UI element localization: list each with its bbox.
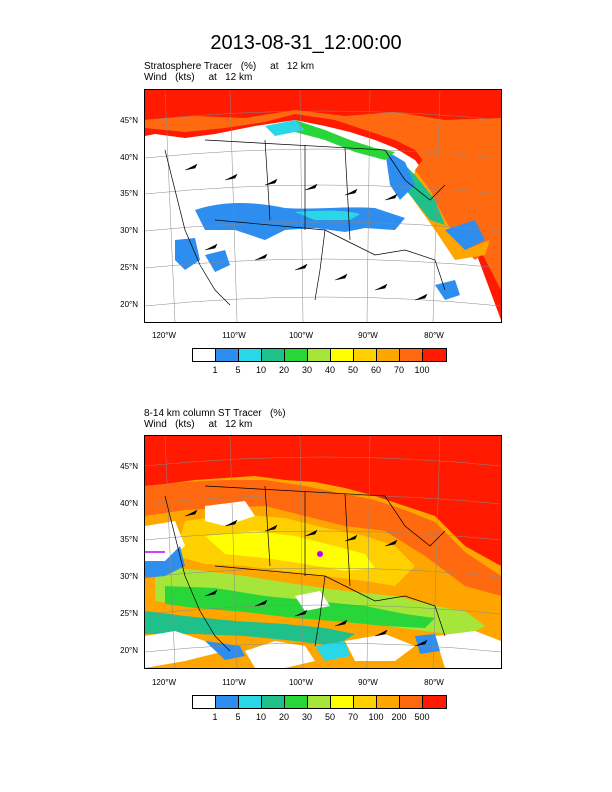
colorbar-tick-label: 5: [235, 712, 241, 722]
colorbar-tick-label: 50: [324, 712, 335, 722]
panel1-map-canvas: [145, 90, 501, 322]
panel1-wind-label: Wind (kts) at 12 km: [144, 72, 253, 83]
panel2-field-label: 8-14 km column ST Tracer (%): [144, 408, 286, 419]
colorbar-tick-label: 20: [278, 365, 289, 375]
colorbar-swatch: [216, 349, 239, 361]
panel2-lat-label: 40°N: [120, 499, 138, 508]
colorbar-swatch: [262, 349, 285, 361]
colorbar-swatch: [262, 696, 285, 708]
panel1-lon-label: 110°W: [222, 331, 246, 340]
colorbar-swatch: [285, 349, 308, 361]
colorbar-tick-label: 5: [235, 365, 241, 375]
panel1-lon-label: 90°W: [358, 331, 378, 340]
colorbar-tick-label: 50: [347, 365, 358, 375]
colorbar-tick-label: 70: [393, 365, 404, 375]
colorbar-swatch: [331, 696, 354, 708]
colorbar-swatch: [400, 696, 423, 708]
colorbar-swatch: [239, 349, 262, 361]
panel2-lat-label: 30°N: [120, 572, 138, 581]
colorbar-swatch: [239, 696, 262, 708]
panel2-map: [144, 435, 502, 669]
colorbar-tick-label: 100: [414, 365, 430, 375]
colorbar-swatch: [285, 696, 308, 708]
panel2-lon-label: 120°W: [151, 678, 177, 687]
panel1-lat-label: 25°N: [120, 263, 138, 272]
panel2-lon-label: 110°W: [222, 678, 246, 687]
colorbar-tick-label: 40: [324, 365, 335, 375]
colorbar-swatch: [354, 349, 377, 361]
panel1-lon-label: 80°W: [424, 331, 444, 340]
colorbar-tick-label: 1: [212, 365, 218, 375]
colorbar-tick-label: 10: [255, 365, 266, 375]
panel2-lat-label: 45°N: [120, 462, 138, 471]
colorbar-swatch: [331, 349, 354, 361]
panel1-lon-label: 120°W: [151, 331, 177, 340]
panel2-lat-label: 25°N: [120, 609, 138, 618]
panel1-map: [144, 89, 502, 323]
panel1-lat-label: 45°N: [120, 116, 138, 125]
panel1-lat-label: 20°N: [120, 300, 138, 309]
panel1-field-label: Stratosphere Tracer (%) at 12 km: [144, 61, 315, 72]
colorbar-tick-label: 100: [368, 712, 384, 722]
colorbar-swatch: [423, 696, 446, 708]
colorbar-swatch: [216, 696, 239, 708]
panel2-lat-label: 20°N: [120, 646, 138, 655]
panel2-wind-label: Wind (kts) at 12 km: [144, 419, 253, 430]
panel2-lon-label: 80°W: [424, 678, 444, 687]
colorbar-tick-label: 500: [414, 712, 430, 722]
page-title: 2013-08-31_12:00:00: [210, 32, 402, 54]
colorbar-swatch: [377, 349, 400, 361]
panel1-lon-label: 100°W: [288, 331, 314, 340]
panel2-map-canvas: [145, 436, 501, 668]
colorbar-tick-label: 70: [347, 712, 358, 722]
colorbar-swatch: [193, 349, 216, 361]
colorbar-swatch: [308, 696, 331, 708]
colorbar-tick-label: 30: [301, 712, 312, 722]
panel2-colorbar: [192, 695, 447, 709]
colorbar-swatch: [308, 349, 331, 361]
colorbar-tick-label: 10: [255, 712, 266, 722]
panel1-lat-label: 35°N: [120, 189, 138, 198]
panel2-lat-label: 35°N: [120, 535, 138, 544]
colorbar-swatch: [377, 696, 400, 708]
colorbar-swatch: [400, 349, 423, 361]
panel1-lat-label: 40°N: [120, 153, 138, 162]
colorbar-tick-label: 20: [278, 712, 289, 722]
colorbar-swatch: [193, 696, 216, 708]
colorbar-swatch: [354, 696, 377, 708]
colorbar-tick-label: 1: [212, 712, 218, 722]
colorbar-swatch: [423, 349, 446, 361]
panel2-lon-label: 100°W: [288, 678, 314, 687]
panel1-lat-label: 30°N: [120, 226, 138, 235]
colorbar-tick-label: 30: [301, 365, 312, 375]
colorbar-tick-label: 60: [370, 365, 381, 375]
panel2-lon-label: 90°W: [358, 678, 378, 687]
colorbar-tick-label: 200: [391, 712, 407, 722]
panel1-colorbar: [192, 348, 447, 362]
